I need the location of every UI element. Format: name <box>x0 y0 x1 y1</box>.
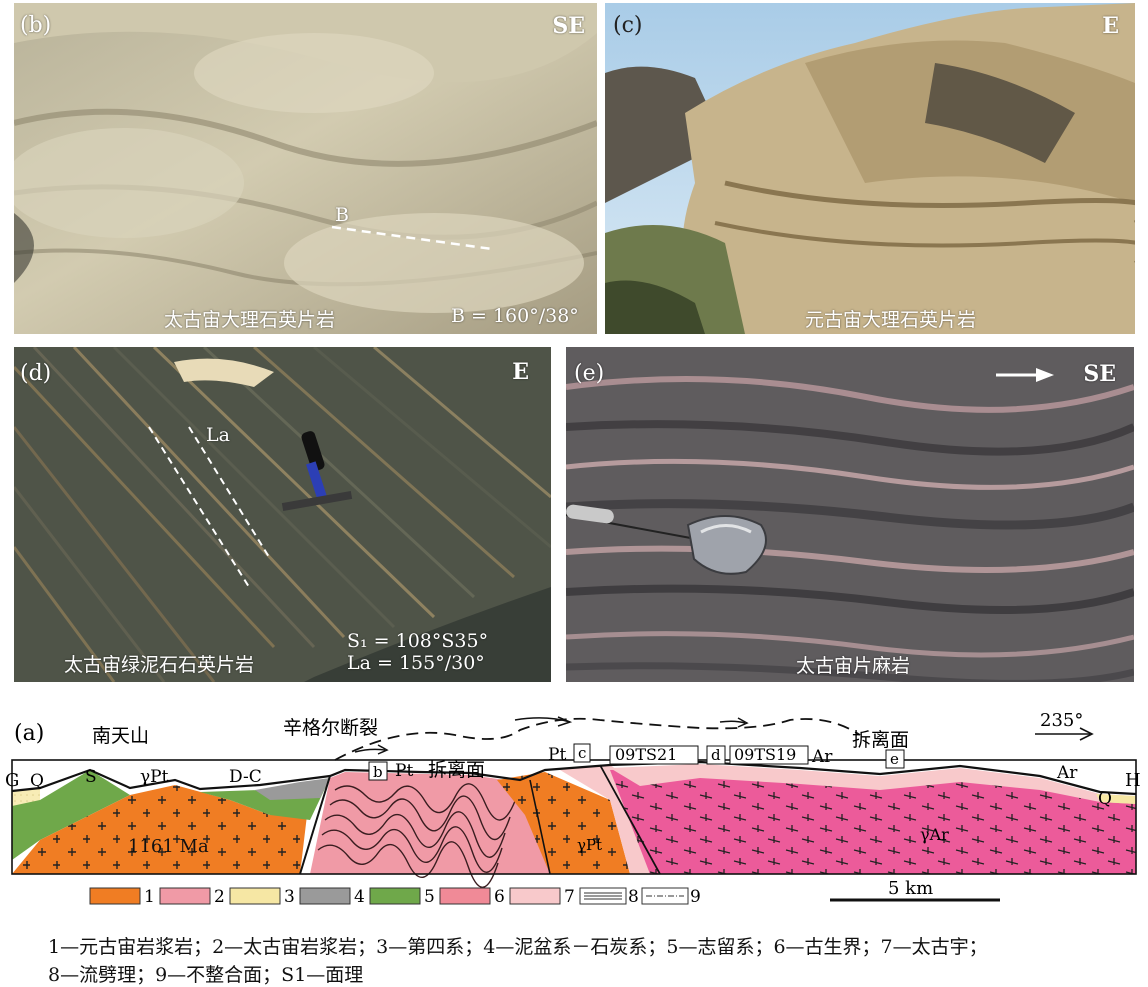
panel-d-measure-s1: S₁ = 108°S35° <box>347 630 489 652</box>
fold-lines-paleozoic <box>317 783 516 888</box>
topographic-profile <box>11 760 1137 796</box>
photo-b-image <box>14 3 597 334</box>
fault-line-2 <box>529 779 551 875</box>
panel-d-label: (d) <box>20 361 52 386</box>
legend-swatch-4 <box>299 887 351 905</box>
legend-num-4: 4 <box>354 887 365 907</box>
photo-c-marble-quartz-schist: (c) E 元古宙大理石英片岩 <box>605 3 1135 334</box>
unit-quaternary-right <box>1096 794 1136 804</box>
place-detachment-1: 拆离面 <box>428 759 485 781</box>
section-geology: (a) G H 235° 南天山 辛格尔断裂 拆离面 拆离面 Q S γPt D… <box>5 710 1141 888</box>
panel-c-unit: 元古宙大理石英片岩 <box>805 309 977 331</box>
box-label-c: c <box>578 744 586 762</box>
unit-silurian-left <box>12 770 130 860</box>
photo-e-gneiss: (e) SE 太古宙片麻岩 <box>566 347 1134 682</box>
panel-b-measure: B = 160°/38° <box>451 305 579 327</box>
box-label-b: b <box>373 763 383 781</box>
legend-swatch-8 <box>579 887 627 905</box>
legend-swatch-3 <box>229 887 281 905</box>
sample-box-b <box>368 761 388 781</box>
place-xingeer-fault: 辛格尔断裂 <box>283 717 378 739</box>
legend-num-2: 2 <box>214 887 225 907</box>
unit-label-gpt-mid: γPt <box>577 836 602 854</box>
unit-label-gpt-top: γPt <box>140 767 169 787</box>
legend-swatch-6 <box>439 887 491 905</box>
sample-box-d <box>706 745 726 765</box>
legend-num-8: 8 <box>628 887 639 907</box>
unit-archean-cover <box>610 764 1136 804</box>
panel-e-direction: SE <box>1083 361 1116 387</box>
legend-num-1: 1 <box>144 887 155 907</box>
section-label: (a) <box>14 721 44 746</box>
legend-num-5: 5 <box>424 887 435 907</box>
box-label-e: e <box>890 750 899 768</box>
place-detachment-2: 拆离面 <box>852 729 909 751</box>
panel-d-measure-la: La = 155°/30° <box>347 652 485 674</box>
panel-c-label: (c) <box>613 13 643 38</box>
detachment-surface <box>334 717 861 761</box>
shear-arrow-3 <box>719 720 746 724</box>
panel-b-unit: 太古宙大理石英片岩 <box>164 309 336 331</box>
photo-b-marble-quartz-schist: (b) SE B 太古宙大理石英片岩 B = 160°/38° <box>14 3 597 334</box>
panel-d-unit: 太古宙绿泥石石英片岩 <box>64 654 255 676</box>
panel-b-line-label: B <box>335 204 349 226</box>
photo-d-chlorite-quartz-schist: (d) E La 太古宙绿泥石石英片岩 S₁ = 108°S35° La = 1… <box>14 347 551 682</box>
legend-swatch-9 <box>641 887 689 905</box>
unit-label-q-left: Q <box>30 771 44 791</box>
photo-c-image <box>605 3 1135 334</box>
unit-label-pt-1: Pt <box>395 761 413 781</box>
unit-devonian-carboniferous <box>255 778 330 800</box>
cross-section-a: (a) G H 235° 南天山 辛格尔断裂 拆离面 拆离面 Q S γPt D… <box>5 710 1141 907</box>
legend-num-3: 3 <box>284 887 295 907</box>
unit-label-ar-2: Ar <box>1056 763 1078 783</box>
panel-d-direction: E <box>512 359 529 385</box>
place-nantianshan: 南天山 <box>92 725 149 747</box>
box-label-09ts21: 09TS21 <box>615 745 677 764</box>
photo-e-image <box>566 347 1134 682</box>
fault-xingeer <box>299 775 331 875</box>
unit-label-age: 1161 Ma <box>128 836 209 857</box>
unit-label-dc: D-C <box>229 767 262 787</box>
legend-swatch-5 <box>369 887 421 905</box>
section-end-h: H <box>1125 770 1141 791</box>
unit-label-gar: γAr <box>920 825 949 844</box>
box-label-d: d <box>711 746 721 764</box>
unit-label-s: S <box>85 767 97 787</box>
unit-label-ar-1: Ar <box>811 747 833 767</box>
panel-c-direction: E <box>1102 13 1119 39</box>
legend-swatch-2 <box>159 887 211 905</box>
panel-b-direction: SE <box>552 13 585 39</box>
legend: 1 2 3 4 5 6 7 8 9 5 km <box>89 878 1000 907</box>
fault-line-3 <box>599 764 661 875</box>
azimuth-label: 235° <box>1040 710 1083 731</box>
sample-box-09ts21 <box>609 745 699 765</box>
legend-num-9: 9 <box>690 887 701 907</box>
legend-swatch-7 <box>509 887 561 905</box>
photo-d-image <box>14 347 551 682</box>
panel-e-label: (e) <box>574 361 605 386</box>
legend-swatch-1 <box>89 887 141 905</box>
sample-box-c <box>573 743 591 763</box>
unit-label-pt-2: Pt <box>548 745 566 765</box>
scale-label: 5 km <box>888 878 933 899</box>
legend-text-line-1: 1—元古宙岩浆岩；2—太古宙岩浆岩；3—第四系；4—泥盆系－石炭系；5—志留系；… <box>48 936 988 958</box>
section-end-g: G <box>5 770 19 791</box>
sample-box-09ts19 <box>729 745 809 765</box>
box-label-09ts19: 09TS19 <box>734 745 796 764</box>
shear-arrow-2 <box>354 748 386 753</box>
unit-label-q-right: Q <box>1098 789 1112 809</box>
panel-e-unit: 太古宙片麻岩 <box>796 655 911 677</box>
panel-d-line-label: La <box>206 424 230 446</box>
panel-b-label: (b) <box>20 13 52 38</box>
legend-num-6: 6 <box>494 887 505 907</box>
legend-text-line-2: 8—流劈理；9—不整合面；S1—面理 <box>48 964 364 986</box>
legend-num-7: 7 <box>564 887 575 907</box>
sample-box-e <box>885 749 905 769</box>
